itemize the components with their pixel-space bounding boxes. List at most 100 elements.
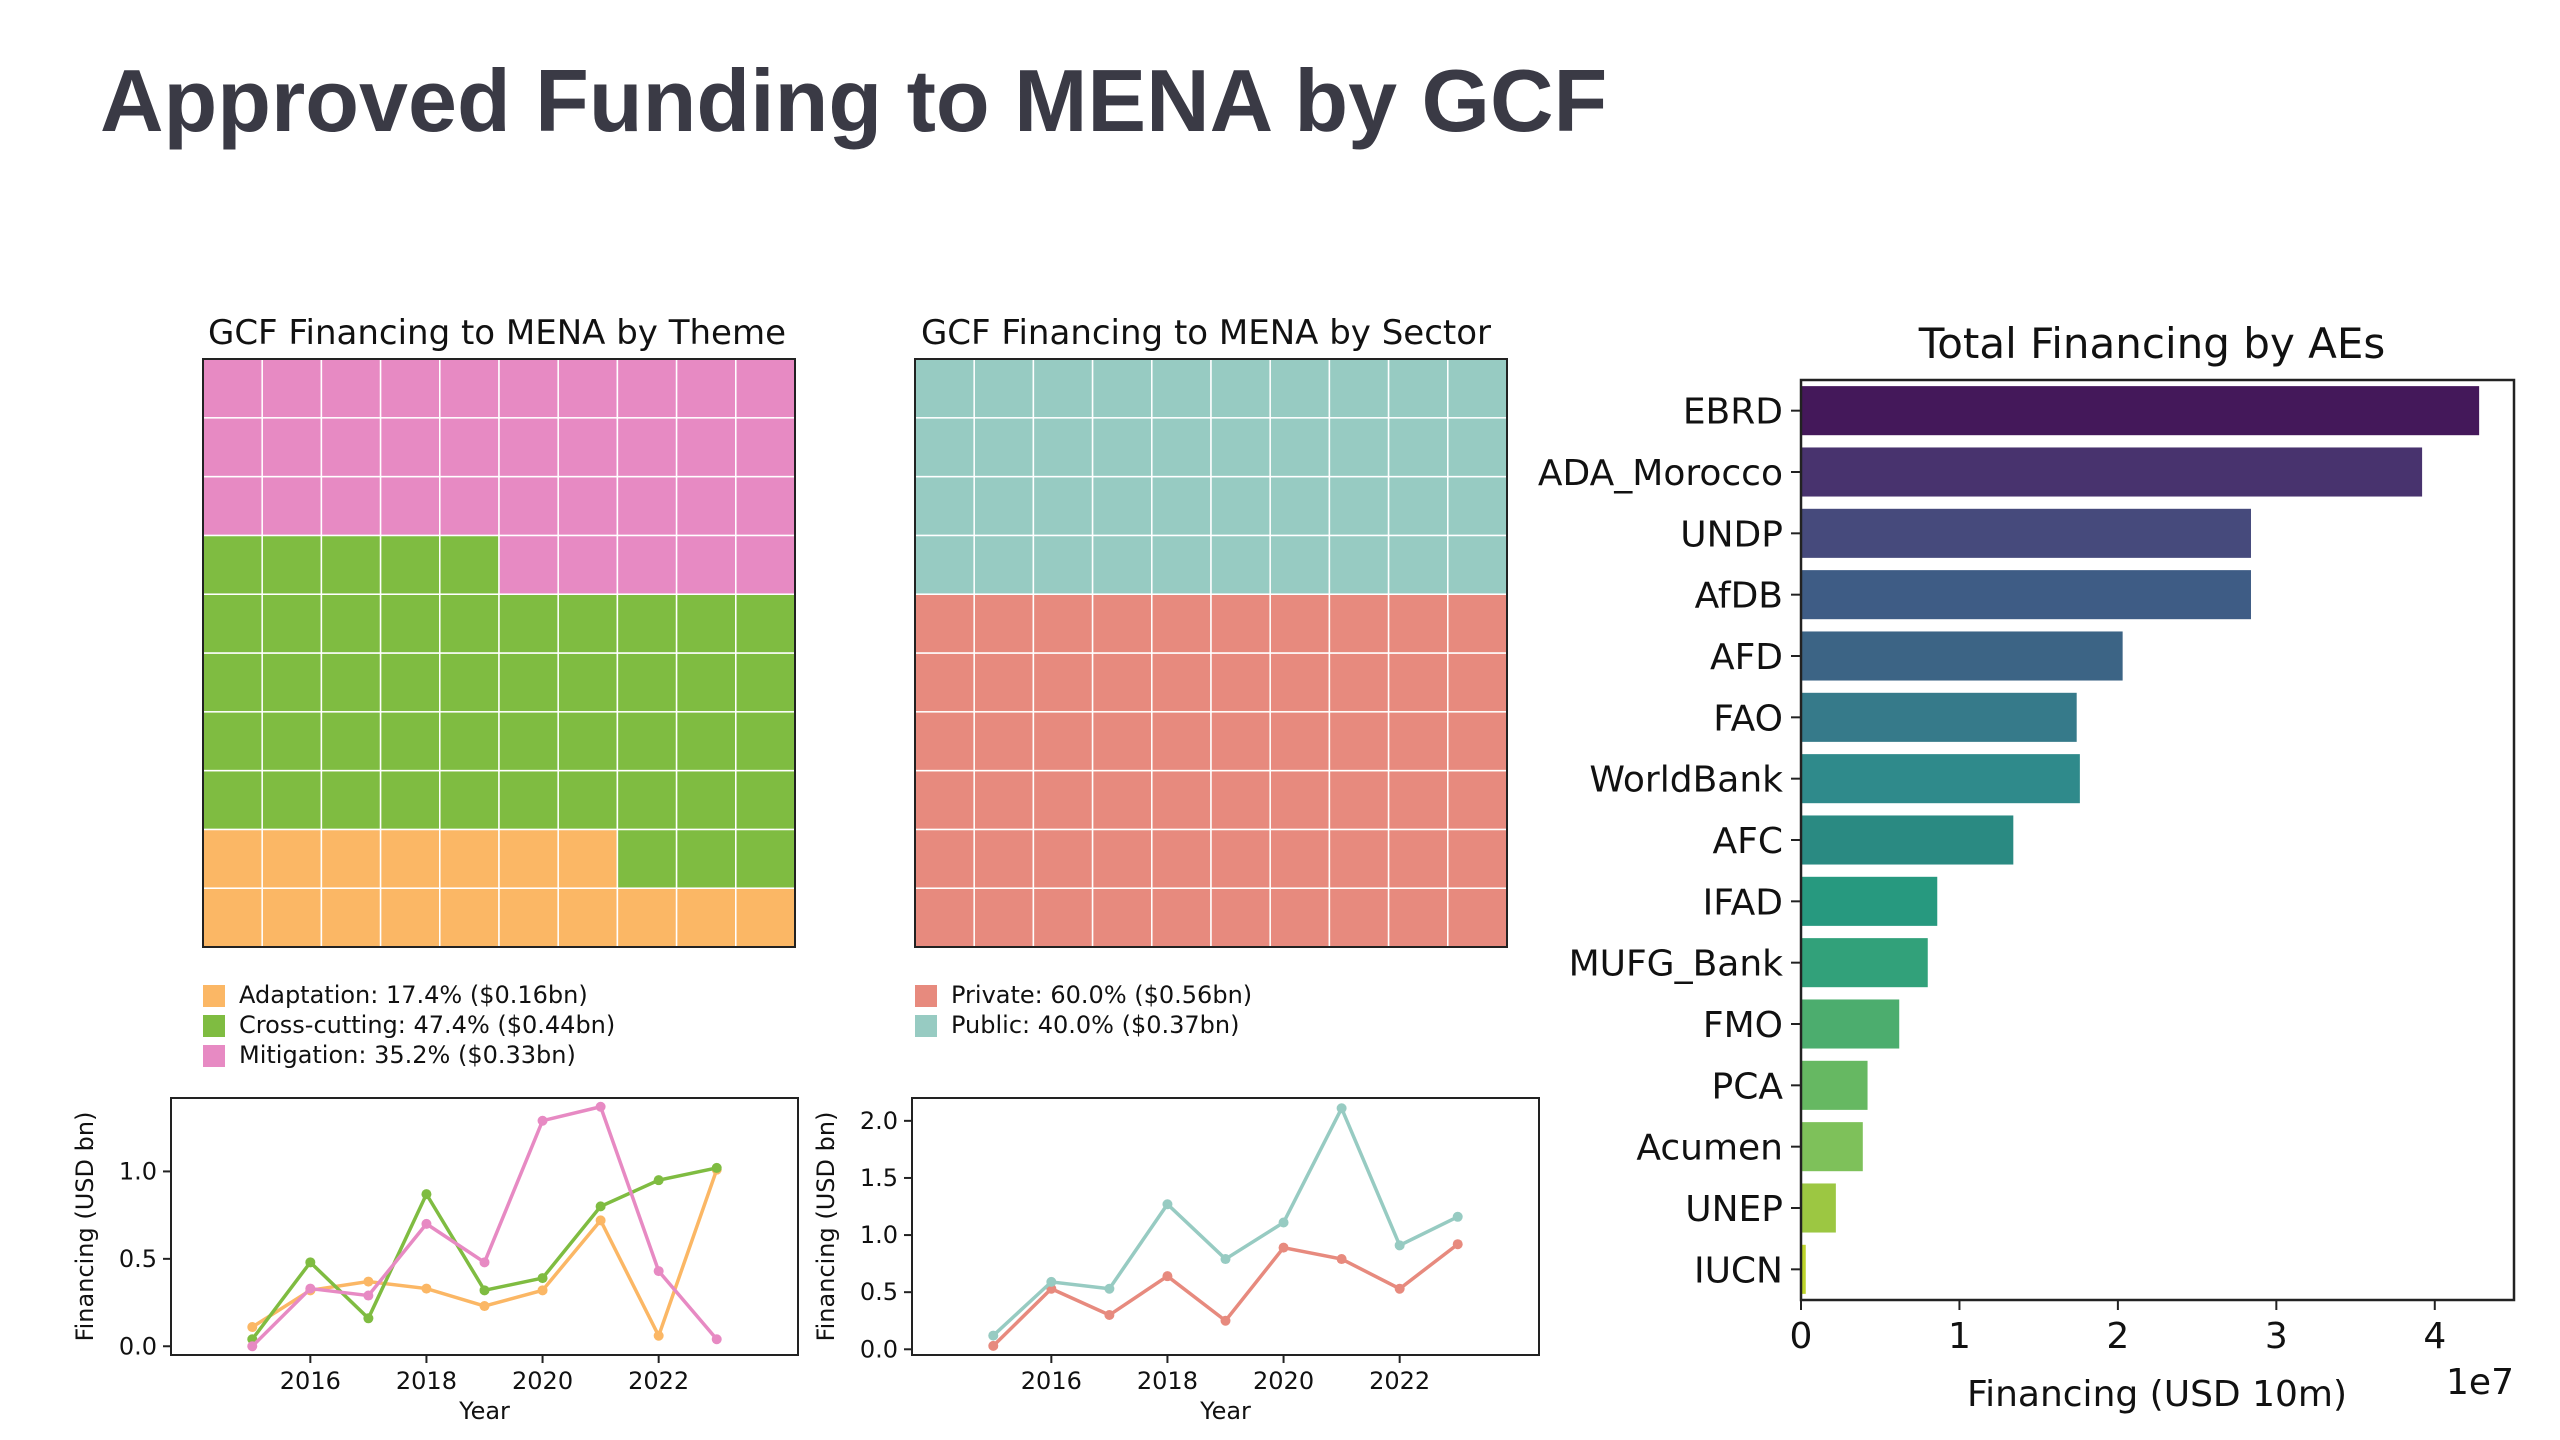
bar xyxy=(1801,938,1928,988)
waffle-cell xyxy=(1210,887,1271,948)
bar xyxy=(1801,447,2423,497)
waffle-cell xyxy=(261,417,323,478)
data-point xyxy=(711,1334,722,1345)
data-point xyxy=(537,1285,548,1296)
waffle-cell xyxy=(1447,475,1508,537)
data-point xyxy=(363,1276,374,1287)
waffle-cell xyxy=(1387,769,1449,831)
waffle-cell xyxy=(1151,534,1212,595)
waffle-cell xyxy=(973,769,1035,831)
waffle-cell xyxy=(1269,358,1331,419)
waffle-cell xyxy=(1032,417,1094,478)
y-tick-label: 0.5 xyxy=(860,1278,898,1306)
waffle-cell xyxy=(1328,358,1390,419)
data-point xyxy=(595,1215,606,1226)
waffle-cell xyxy=(914,769,975,831)
waffle-cell xyxy=(1447,769,1508,831)
waffle-cell xyxy=(202,887,263,948)
category-label: PCA xyxy=(1712,1066,1784,1107)
waffle-cell xyxy=(439,652,500,713)
waffle-cell xyxy=(973,475,1035,537)
waffle-cell xyxy=(1210,769,1271,831)
legend-label: Public: 40.0% ($0.37bn) xyxy=(951,1011,1240,1039)
bar xyxy=(1801,631,2123,681)
waffle-cell xyxy=(320,828,382,889)
waffle-cell xyxy=(261,828,323,889)
waffle-cell xyxy=(1210,652,1271,713)
data-point xyxy=(1046,1276,1057,1287)
category-label: AfDB xyxy=(1695,576,1783,617)
waffle-cell xyxy=(261,652,323,713)
x-tick-label: 1 xyxy=(1948,1316,1971,1357)
waffle-cell xyxy=(973,534,1035,595)
waffle-cell xyxy=(735,828,796,889)
waffle-cell xyxy=(202,358,263,419)
waffle-cell xyxy=(675,711,737,772)
waffle-cell xyxy=(1151,475,1212,537)
waffle-cell xyxy=(675,475,737,537)
category-label: WorldBank xyxy=(1589,760,1783,801)
waffle-cell xyxy=(439,828,500,889)
x-axis-label: Year xyxy=(458,1397,510,1425)
category-label: FMO xyxy=(1703,1005,1783,1046)
data-point xyxy=(988,1330,999,1341)
category-label: ADA_Morocco xyxy=(1538,453,1783,494)
legend-swatch xyxy=(203,1045,225,1067)
data-point xyxy=(1336,1254,1347,1265)
data-point xyxy=(1104,1283,1115,1294)
waffle-cell xyxy=(1269,417,1331,478)
waffle-cell xyxy=(675,358,737,419)
waffle-cell xyxy=(1387,828,1449,889)
waffle-cell xyxy=(202,475,263,537)
waffle-cell xyxy=(675,417,737,478)
waffle-cell xyxy=(320,475,382,537)
waffle-cell xyxy=(1091,652,1153,713)
waffle-cell xyxy=(1328,769,1390,831)
waffle-cell xyxy=(557,828,619,889)
waffle-cell xyxy=(914,417,975,478)
waffle-cell xyxy=(320,358,382,419)
waffle-theme-title: GCF Financing to MENA by Theme xyxy=(208,313,786,353)
data-point xyxy=(537,1115,548,1126)
bar xyxy=(1801,1183,1836,1233)
data-point xyxy=(595,1101,606,1112)
waffle-cell xyxy=(1328,828,1390,889)
bar xyxy=(1801,692,2077,742)
waffle-cell xyxy=(261,593,323,654)
waffle-cell xyxy=(914,593,975,654)
waffle-cell xyxy=(557,887,619,948)
waffle-cell xyxy=(914,534,975,595)
waffle-cell xyxy=(379,534,441,595)
waffle-cell xyxy=(914,652,975,713)
waffle-cell xyxy=(1151,828,1212,889)
waffle-cell xyxy=(1387,711,1449,772)
x-tick-label: 2018 xyxy=(1137,1367,1198,1395)
y-tick-label: 0.0 xyxy=(860,1335,898,1363)
waffle-cell xyxy=(973,417,1035,478)
waffle-cell xyxy=(1210,828,1271,889)
waffle-cell xyxy=(557,593,619,654)
waffle-cell xyxy=(498,828,559,889)
waffle-cell xyxy=(1328,887,1390,948)
waffle-cell xyxy=(1269,887,1331,948)
waffle-cell xyxy=(1387,887,1449,948)
waffle-cell xyxy=(1210,711,1271,772)
data-point xyxy=(479,1285,490,1296)
bar xyxy=(1801,754,2080,804)
waffle-cell xyxy=(1328,534,1390,595)
data-point xyxy=(305,1283,316,1294)
bar xyxy=(1801,386,2480,436)
data-point xyxy=(1220,1315,1231,1326)
waffle-cell xyxy=(320,534,382,595)
waffle-chart-sector: GCF Financing to MENA by Sector Private:… xyxy=(914,313,1508,1039)
waffle-cell xyxy=(1032,828,1094,889)
x-tick-label: 2016 xyxy=(280,1367,341,1395)
data-point xyxy=(1104,1310,1115,1321)
bar-chart-ae: Total Financing by AEs EBRD ADA_Morocco UN… xyxy=(1538,319,2516,1415)
waffle-cell xyxy=(735,534,796,595)
waffle-cell xyxy=(1269,534,1331,595)
waffle-cell xyxy=(498,475,559,537)
waffle-cell xyxy=(320,711,382,772)
waffle-cell xyxy=(914,828,975,889)
